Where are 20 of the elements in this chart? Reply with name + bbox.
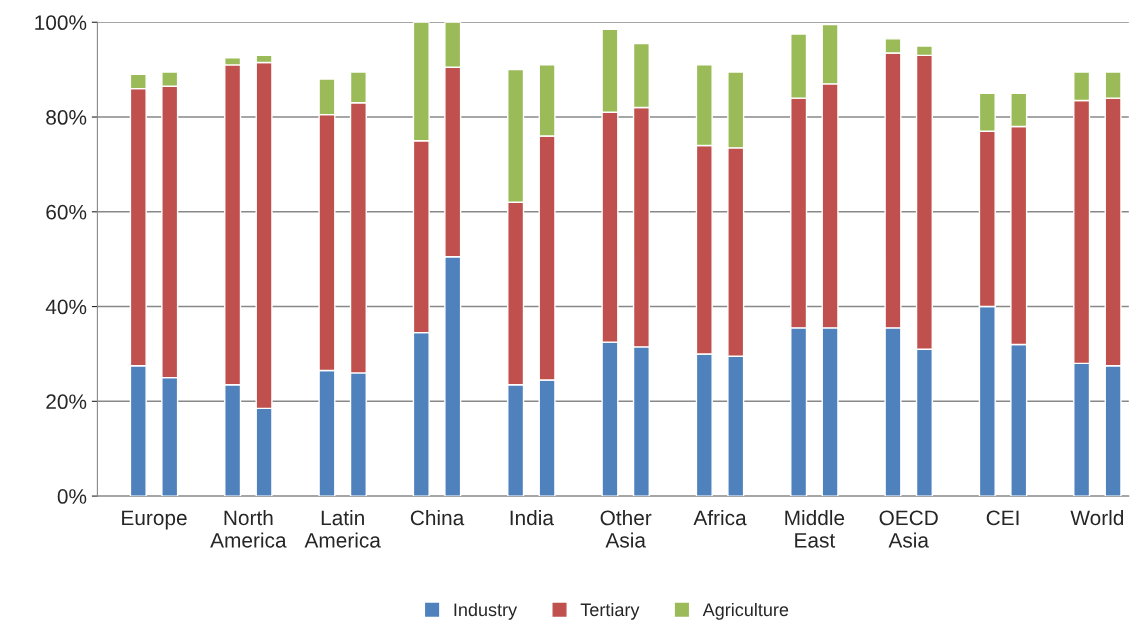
x-tick-label: Latin America (304, 509, 381, 548)
x-tick-label: OECD Asia (879, 510, 938, 548)
legend-label: Tertiary (580, 602, 640, 620)
y-tick-label: 20% (46, 394, 87, 410)
y-tick-label: 40% (45, 299, 87, 315)
y-tick-label: 100% (35, 15, 87, 31)
y-tick-label: 60% (46, 204, 87, 220)
y-tick-label: 0% (57, 489, 87, 504)
x-tick-label: Other Asia (600, 509, 652, 548)
y-tick-label: 80% (46, 110, 87, 125)
x-tick-label: China (410, 509, 465, 526)
x-tick-label: Middle East (785, 509, 845, 548)
x-tick-label: North America (210, 509, 287, 548)
x-tick-label: World (1070, 509, 1124, 526)
x-tick-label: India (510, 509, 554, 526)
x-tick-label: Africa (693, 509, 747, 526)
x-tick-label: CEI (986, 510, 1019, 526)
legend-label: Industry (454, 602, 518, 620)
x-tick-label: Europe (122, 510, 187, 530)
legend-label: Agriculture (702, 602, 789, 620)
